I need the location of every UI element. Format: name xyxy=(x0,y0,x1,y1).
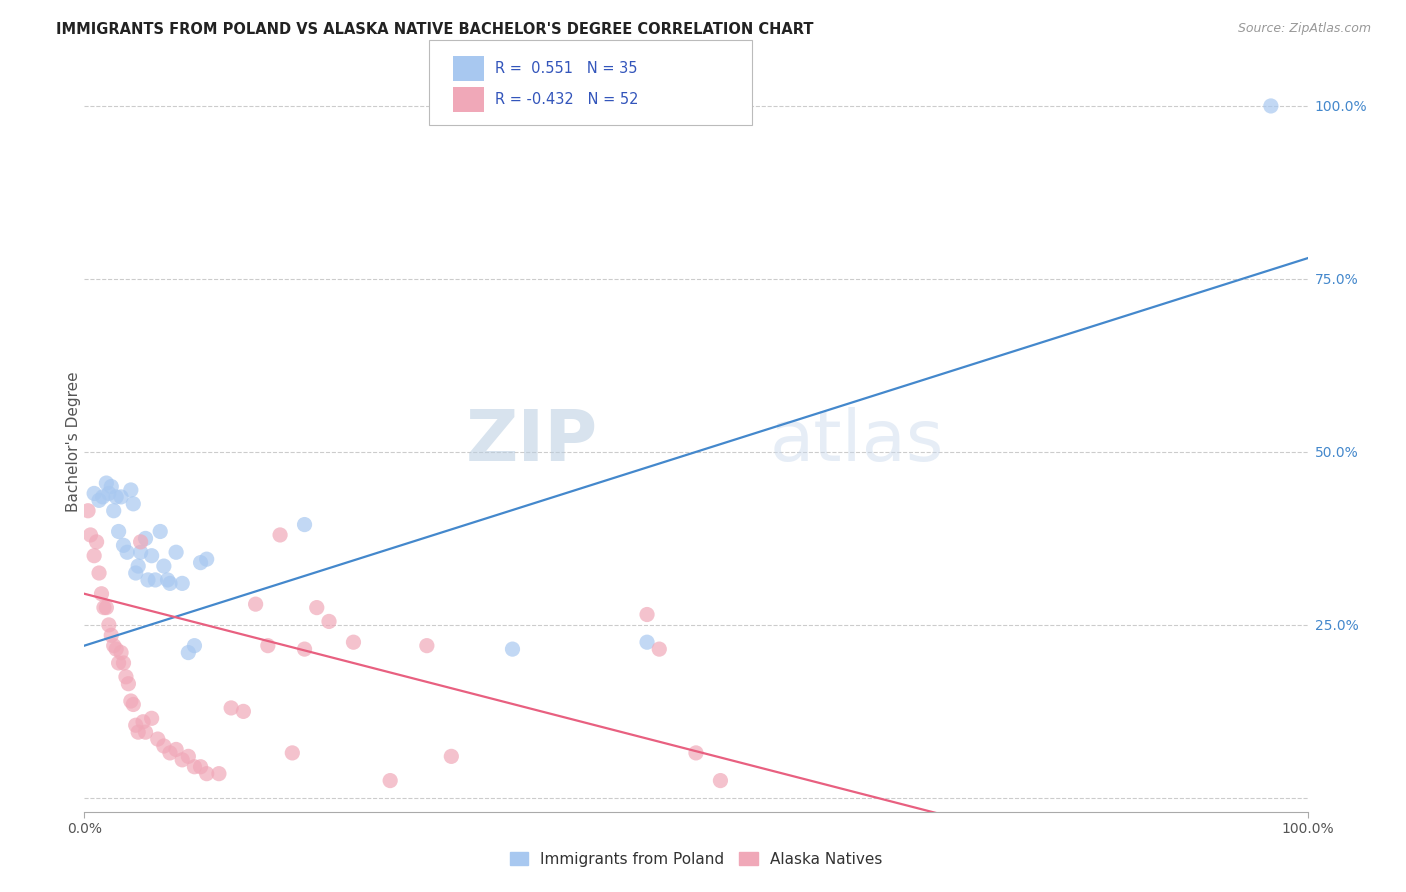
Point xyxy=(132,714,155,729)
Point xyxy=(120,694,142,708)
Point xyxy=(177,749,200,764)
Point xyxy=(125,566,148,580)
Point xyxy=(636,635,658,649)
Point xyxy=(141,549,163,563)
Point xyxy=(143,573,166,587)
Point xyxy=(190,556,212,570)
Point xyxy=(97,486,120,500)
Point xyxy=(83,549,105,563)
Point xyxy=(117,676,139,690)
Point xyxy=(110,646,132,660)
Point xyxy=(83,486,105,500)
Point xyxy=(96,600,118,615)
Point xyxy=(136,573,159,587)
Point xyxy=(172,576,194,591)
Point xyxy=(129,534,152,549)
Point xyxy=(440,749,463,764)
Text: ZIP: ZIP xyxy=(465,407,598,476)
Point xyxy=(125,718,148,732)
Point xyxy=(122,698,145,712)
Point xyxy=(195,766,218,780)
Point xyxy=(127,559,149,574)
Text: Source: ZipAtlas.com: Source: ZipAtlas.com xyxy=(1237,22,1371,36)
Point xyxy=(177,646,200,660)
Point xyxy=(96,476,118,491)
Point xyxy=(165,742,187,756)
Point xyxy=(648,642,671,657)
Point xyxy=(257,639,280,653)
Point xyxy=(146,732,169,747)
Point xyxy=(636,607,658,622)
Point xyxy=(112,656,135,670)
Point xyxy=(103,639,125,653)
Point xyxy=(135,532,157,546)
Point xyxy=(97,618,120,632)
Point xyxy=(90,587,112,601)
Point xyxy=(380,773,402,788)
Point xyxy=(112,538,135,552)
Point xyxy=(107,656,129,670)
Point xyxy=(122,497,145,511)
Point xyxy=(281,746,304,760)
Point xyxy=(219,701,242,715)
Point xyxy=(709,773,731,788)
Point xyxy=(269,528,291,542)
Point xyxy=(318,615,340,629)
Point xyxy=(208,766,231,780)
Legend: Immigrants from Poland, Alaska Natives: Immigrants from Poland, Alaska Natives xyxy=(509,852,883,867)
Point xyxy=(342,635,364,649)
Y-axis label: Bachelor's Degree: Bachelor's Degree xyxy=(66,371,80,512)
Point xyxy=(120,483,142,497)
Point xyxy=(105,490,128,504)
Text: atlas: atlas xyxy=(769,407,943,476)
Point xyxy=(115,545,138,559)
Point xyxy=(105,642,128,657)
Point xyxy=(294,642,316,657)
Point xyxy=(115,670,138,684)
Point xyxy=(159,576,181,591)
Point xyxy=(127,725,149,739)
Point xyxy=(153,559,176,574)
Text: IMMIGRANTS FROM POLAND VS ALASKA NATIVE BACHELOR'S DEGREE CORRELATION CHART: IMMIGRANTS FROM POLAND VS ALASKA NATIVE … xyxy=(56,22,814,37)
Point xyxy=(153,739,176,753)
Point xyxy=(183,639,205,653)
Point xyxy=(294,517,316,532)
Point xyxy=(110,490,132,504)
Point xyxy=(107,524,129,539)
Point xyxy=(685,746,707,760)
Point xyxy=(416,639,439,653)
Point xyxy=(87,493,110,508)
Point xyxy=(141,711,163,725)
Point xyxy=(77,504,100,518)
Point xyxy=(165,545,187,559)
Point xyxy=(129,545,152,559)
Text: R = -0.432   N = 52: R = -0.432 N = 52 xyxy=(495,92,638,107)
Point xyxy=(305,600,328,615)
Point xyxy=(86,534,108,549)
Point xyxy=(190,760,212,774)
Text: R =  0.551   N = 35: R = 0.551 N = 35 xyxy=(495,62,637,77)
Point xyxy=(149,524,172,539)
Point xyxy=(100,628,122,642)
Point xyxy=(232,705,254,719)
Point xyxy=(159,746,181,760)
Point xyxy=(103,504,125,518)
Point xyxy=(195,552,218,566)
Point xyxy=(156,573,179,587)
Point xyxy=(245,597,267,611)
Point xyxy=(87,566,110,580)
Point xyxy=(135,725,157,739)
Point xyxy=(91,490,114,504)
Point xyxy=(100,479,122,493)
Point xyxy=(172,753,194,767)
Point xyxy=(502,642,524,657)
Point xyxy=(93,600,115,615)
Point xyxy=(79,528,101,542)
Point xyxy=(183,760,205,774)
Point xyxy=(1260,99,1282,113)
